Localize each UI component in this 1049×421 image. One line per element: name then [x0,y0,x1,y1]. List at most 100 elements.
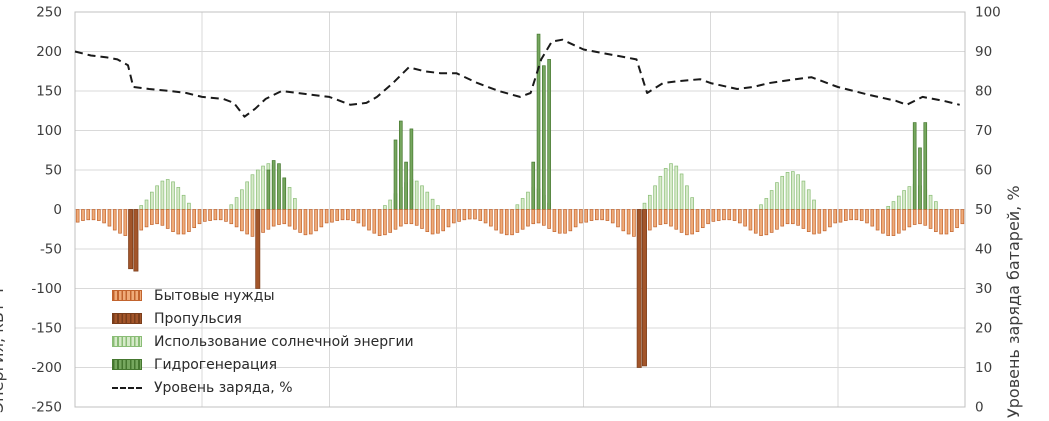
household-bar [282,209,287,225]
household-bar [912,209,917,225]
solar-bar [764,198,769,210]
household-bar [97,209,101,221]
solar-bar [769,190,774,210]
household-bar [700,209,705,229]
hydro-bar [542,65,546,210]
legend-swatch-household [112,290,142,301]
left-axis-tick-label: -200 [31,360,62,376]
household-bar [144,209,149,228]
household-bar [806,209,811,232]
household-bar [515,209,520,233]
household-bar [833,209,838,224]
household-bar [563,209,567,234]
legend-label-household: Бытовые нужды [154,287,275,304]
legend-item-solar: Использование солнечной энергии [112,330,414,353]
household-bar [520,209,525,230]
household-bar [335,209,340,221]
solar-bar [240,189,244,210]
solar-bar [796,174,800,210]
household-bar [160,209,165,226]
household-bar [589,209,594,221]
solar-bar [642,202,647,210]
household-bar [531,209,536,225]
household-bar [441,209,445,232]
solar-bar [896,195,901,210]
household-bar [372,209,377,234]
household-bar [494,209,498,231]
solar-bar [647,194,652,210]
household-bar [939,209,943,235]
solar-bar [886,205,890,210]
legend-item-propulsion: Пропульсия [112,307,414,330]
household-bar [330,209,334,223]
household-bar [314,209,318,232]
household-bar [955,209,959,229]
household-bar [547,209,551,229]
household-bar [234,209,239,228]
household-bar [896,209,901,234]
household-bar [584,209,589,223]
household-bar [171,209,175,232]
left-axis-title: Энергия, кВт·ч [0,288,7,413]
hydro-bar [398,120,403,210]
solar-bar [759,204,763,210]
solar-bar [155,185,159,210]
solar-bar [653,185,657,210]
solar-bar [171,181,175,210]
solar-bar [176,187,181,210]
hydro-bar [923,122,928,210]
household-bar [743,209,747,227]
legend-item-charge: Уровень заряда, % [112,376,414,399]
propulsion-bar [255,209,261,289]
household-bar [658,209,663,225]
household-bar [738,209,742,224]
legend-swatch-propulsion [112,313,142,324]
household-bar [600,209,604,221]
household-bar [891,209,896,236]
household-bar [393,209,398,230]
household-bar [457,209,461,222]
household-bar [722,209,726,221]
legend-swatch-hydro [112,359,142,370]
household-bar [764,209,769,236]
hydro-bar [393,139,398,210]
household-bar [319,209,324,228]
left-axis-tick-label: 150 [36,84,62,100]
household-bar [308,209,313,235]
right-axis-tick-label: 100 [975,5,1001,21]
hydro-bar [531,161,536,210]
household-bar [271,209,276,227]
solar-bar [515,204,520,210]
left-axis-tick-label: -250 [31,400,62,416]
left-axis-tick-label: 250 [36,5,62,21]
household-bar [542,209,546,226]
household-bar [653,209,657,228]
right-axis-tick-label: 60 [975,163,992,179]
household-bar [266,209,271,230]
solar-bar [139,205,144,210]
solar-bar [388,199,393,210]
household-bar [351,209,355,221]
household-bar [918,209,922,225]
household-bar [298,209,302,233]
hydro-bar [266,169,271,210]
household-bar [165,209,170,229]
solar-bar [669,163,673,210]
household-bar [711,209,716,222]
household-bar [202,209,207,222]
hydro-bar [271,160,276,210]
household-bar [107,209,112,227]
solar-bar [245,181,249,210]
household-bar [695,209,700,232]
household-bar [436,209,440,234]
solar-bar [663,168,668,210]
solar-bar [791,171,795,210]
solar-bar [425,191,430,210]
solar-bar [414,180,419,210]
right-axis-tick-label: 30 [975,281,992,297]
household-bar [934,209,938,232]
household-bar [859,209,864,221]
household-bar [669,209,673,227]
household-bar [907,209,912,228]
household-bar [123,209,128,236]
